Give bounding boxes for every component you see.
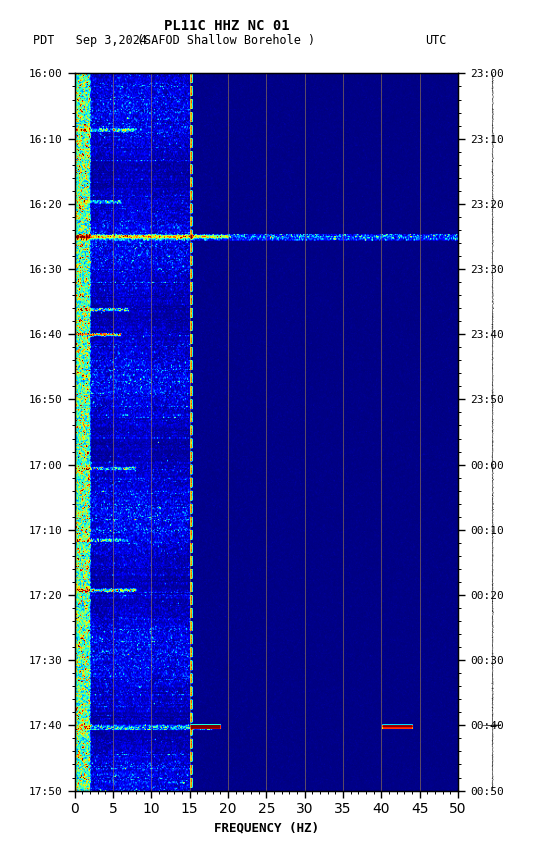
Text: PDT   Sep 3,2024: PDT Sep 3,2024 xyxy=(33,34,147,47)
X-axis label: FREQUENCY (HZ): FREQUENCY (HZ) xyxy=(214,822,319,835)
Text: PL11C HHZ NC 01: PL11C HHZ NC 01 xyxy=(163,19,289,33)
Text: (SAFOD Shallow Borehole ): (SAFOD Shallow Borehole ) xyxy=(137,34,315,47)
Text: UTC: UTC xyxy=(426,34,447,47)
